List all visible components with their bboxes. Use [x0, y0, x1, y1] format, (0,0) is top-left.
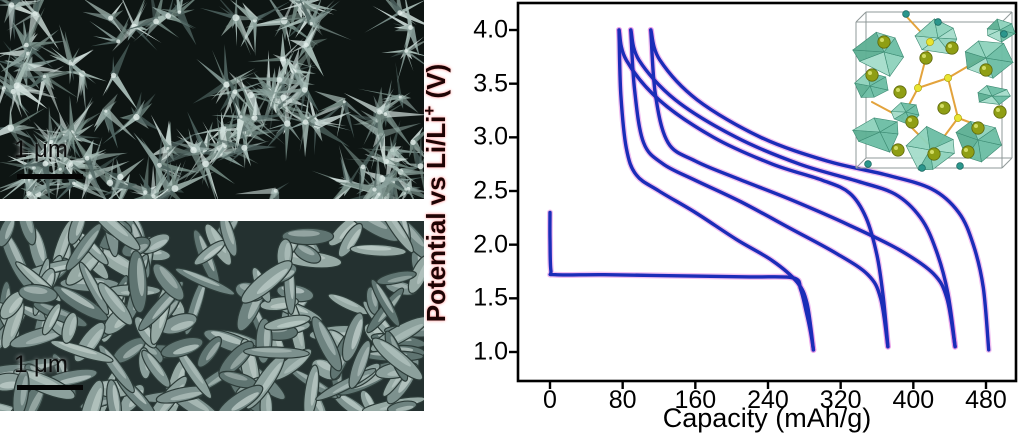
y-tick-label: 2.5 — [473, 176, 508, 205]
x-axis-label: Capacity (mAh/g) — [662, 403, 872, 433]
chart-axes — [509, 1, 1018, 389]
y-tick-label: 2.0 — [473, 230, 508, 259]
x-tick-label: 320 — [819, 386, 862, 414]
sem-image-nanoflowers: 1 μm — [0, 0, 424, 199]
charge-cycle-3 — [649, 28, 957, 349]
scale-bar-label: 1 μm — [14, 351, 68, 378]
sem-image-nanorods: 1 μm — [0, 221, 424, 411]
discharge-cycle-1-halo — [546, 209, 817, 353]
x-tick-label: 80 — [608, 386, 637, 414]
discharge-cycle-3-halo — [627, 27, 959, 350]
charge-discharge-curves — [546, 27, 992, 353]
y-axis-label-unit: (V) — [420, 63, 451, 106]
x-tick-label: 240 — [747, 386, 789, 414]
y-tick-label: 1.0 — [473, 337, 508, 366]
x-tick-label: 480 — [965, 386, 1007, 414]
y-axis-label-sup: + — [420, 105, 440, 116]
x-tick-label: 400 — [892, 386, 935, 414]
y-tick-label: 1.5 — [473, 283, 508, 312]
discharge-cycle-1 — [548, 210, 816, 352]
discharge-cycle-4 — [649, 28, 991, 352]
charge-cycle-1 — [617, 28, 816, 352]
discharge-cycle-4-halo — [647, 27, 992, 353]
y-tick-label: 3.0 — [473, 122, 508, 151]
sem-nanoflower-texture — [0, 0, 424, 199]
charge-cycle-2 — [629, 28, 890, 349]
y-tick-label: 3.5 — [473, 69, 508, 98]
discharge-cycle-3 — [629, 28, 957, 349]
y-tick-label: 4.0 — [473, 15, 508, 44]
sem-nanorod-texture — [0, 221, 424, 411]
crystal-structure-inset — [851, 10, 1016, 172]
y-axis-label-main: Potential vs Li/Li — [420, 115, 451, 323]
discharge-cycle-2 — [617, 28, 890, 349]
x-tick-label: 160 — [674, 386, 717, 414]
x-tick-label: 0 — [543, 386, 557, 414]
scale-bar-label: 1 μm — [14, 136, 68, 163]
scale-bar — [17, 385, 83, 390]
y-axis-label: Potential vs Li/Li+ (V) — [420, 64, 452, 322]
scale-bar — [17, 174, 83, 179]
